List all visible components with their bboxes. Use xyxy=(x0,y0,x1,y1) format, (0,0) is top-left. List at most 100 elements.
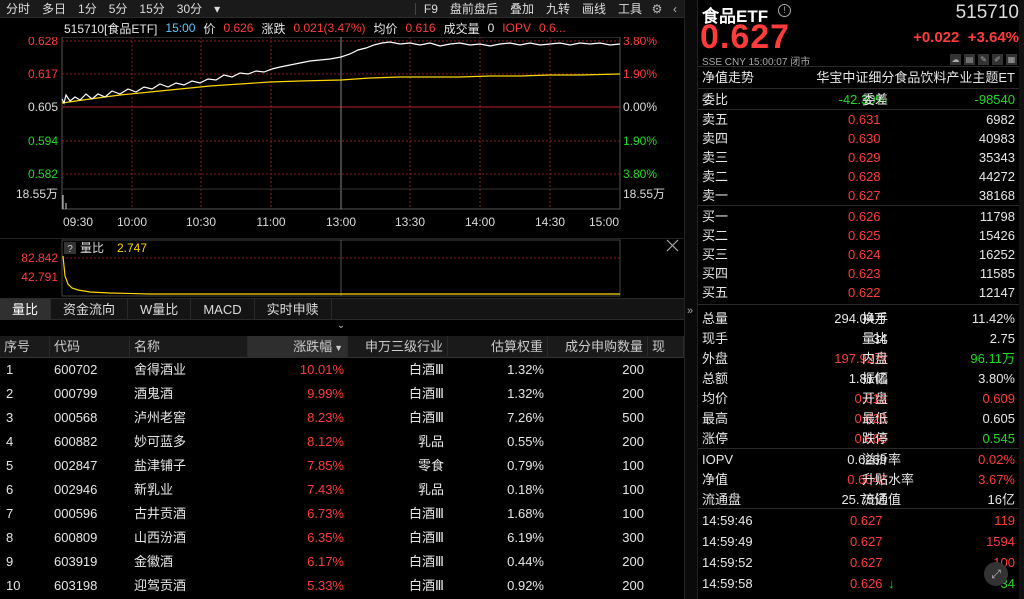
col-header-cash[interactable]: 现 xyxy=(648,336,684,358)
settings-icon[interactable]: ⚙ xyxy=(651,1,663,16)
quote-panel: 食品ETF ! 515710 0.627 +0.022 +3.64% SSE C… xyxy=(698,0,1019,599)
col-header-name[interactable]: 名称 xyxy=(130,336,248,358)
col-header-code[interactable]: 代码 xyxy=(50,336,130,358)
table-row[interactable]: 1 600702 舍得酒业 10.01% 白酒Ⅲ 1.32% 200 xyxy=(0,358,684,382)
tab-multi-day[interactable]: 多日 xyxy=(42,1,67,16)
tab-volume-ratio[interactable]: 量比 xyxy=(0,299,52,320)
tick-time: 14:59:49 xyxy=(702,534,753,549)
stat-value: 197.92万 xyxy=(834,351,887,366)
tab-macd[interactable]: MACD xyxy=(191,299,255,320)
ask-volume: 35343 xyxy=(978,150,1015,165)
stat-value: 0.666 xyxy=(854,431,887,446)
bid-price: 0.626 xyxy=(848,209,881,224)
y-right-label: 3.80% xyxy=(623,167,657,181)
help-icon[interactable] xyxy=(64,242,76,254)
tab-30min[interactable]: 30分 xyxy=(176,1,203,16)
close-icon[interactable] xyxy=(666,239,679,252)
col-header-change-pct[interactable]: 涨跌幅 ▼ xyxy=(248,336,348,358)
stat-label: 总额 xyxy=(702,371,729,386)
expand-arrows-icon[interactable]: ⤢ xyxy=(984,562,1008,586)
cell-code: 603919 xyxy=(54,554,98,569)
tab-5min[interactable]: 5分 xyxy=(108,1,128,16)
col-header-weight[interactable]: 估算权重 xyxy=(448,336,548,358)
table-row[interactable]: 7 000596 古井贡酒 6.73% 白酒Ⅲ 1.68% 100 xyxy=(0,502,684,526)
pre-post-market-button[interactable]: 盘前盘后 xyxy=(449,1,498,16)
table-header: 序号 代码 名称 涨跌幅 ▼ 申万三级行业 估算权重 成分申购数量 现 xyxy=(0,336,684,358)
cell-industry: 乳品 xyxy=(417,434,444,449)
bid-level-label: 买四 xyxy=(702,266,729,281)
divider xyxy=(698,66,1019,67)
stat-label: 最低 xyxy=(862,411,889,426)
ask-level-label: 卖四 xyxy=(702,131,729,146)
table-row[interactable]: 3 000568 泸州老窖 8.23% 白酒Ⅲ 7.26% 500 xyxy=(0,406,684,430)
tab-fund-flow[interactable]: 资金流向 xyxy=(51,299,129,320)
intraday-chart[interactable]: 0.628 0.617 0.605 0.594 0.582 18.55万 3.8… xyxy=(0,37,684,237)
x-axis-label: 10:30 xyxy=(186,215,216,229)
y-left-label: 0.582 xyxy=(28,167,58,181)
y-left-label: 0.617 xyxy=(28,67,58,81)
table-row[interactable]: 9 603919 金徽酒 6.17% 白酒Ⅲ 0.44% 200 xyxy=(0,550,684,574)
chart-icon[interactable]: ▤ xyxy=(964,54,975,65)
cell-weight: 0.79% xyxy=(507,458,544,473)
cell-index: 7 xyxy=(6,506,14,521)
panel-splitter[interactable]: » xyxy=(684,0,698,599)
tools-button[interactable]: 工具 xyxy=(617,1,642,16)
collapse-chevron-icon[interactable]: ⌄ xyxy=(336,320,346,331)
expand-icon[interactable]: » xyxy=(687,305,694,317)
tab-w-volume-ratio[interactable]: W量比 xyxy=(128,299,192,320)
grid-icon[interactable]: ▦ xyxy=(1006,54,1017,65)
volume-ratio-line xyxy=(62,255,620,295)
cell-code: 000568 xyxy=(54,410,98,425)
tick-time: 14:59:52 xyxy=(702,555,753,570)
table-row[interactable]: 2 000799 酒鬼酒 9.99% 白酒Ⅲ 1.32% 200 xyxy=(0,382,684,406)
avg-label: 均价 xyxy=(373,21,398,36)
cell-qty: 200 xyxy=(622,578,644,593)
table-row[interactable]: 6 002946 新乳业 7.43% 乳品 0.18% 100 xyxy=(0,478,684,502)
nine-turn-button[interactable]: 九转 xyxy=(545,1,570,16)
overlay-button[interactable]: 叠加 xyxy=(509,1,534,16)
tab-1min[interactable]: 1分 xyxy=(78,1,97,16)
y-left-label: 0.628 xyxy=(28,37,58,48)
cell-index: 2 xyxy=(6,386,14,401)
table-row[interactable]: 10 603198 迎驾贡酒 5.33% 白酒Ⅲ 0.92% 200 xyxy=(0,574,684,598)
tick-volume: 1594 xyxy=(986,534,1015,549)
tab-15min[interactable]: 15分 xyxy=(139,1,165,16)
col-header-qty[interactable]: 成分申购数量 xyxy=(548,336,648,358)
ask-price: 0.627 xyxy=(848,188,881,203)
stat-value: 25.75亿 xyxy=(841,492,887,507)
y-right-label: 18.55万 xyxy=(623,187,665,201)
period-dropdown-icon[interactable]: ▾ xyxy=(214,1,221,16)
cloud-icon[interactable]: ☁ xyxy=(950,54,961,65)
col-header-index[interactable]: 序号 xyxy=(0,336,50,358)
cell-change-pct: 10.01% xyxy=(299,362,344,377)
cell-index: 9 xyxy=(6,554,14,569)
tab-realtime-redemption[interactable]: 实时申赎 xyxy=(255,299,332,320)
cell-qty: 500 xyxy=(622,410,644,425)
col-header-industry[interactable]: 申万三级行业 xyxy=(348,336,448,358)
divider xyxy=(698,109,1019,110)
volume-ratio-chart[interactable]: 82.842 42.791 ? 量比 2.747 xyxy=(0,238,684,298)
cell-industry: 白酒Ⅲ xyxy=(409,362,444,377)
toolbar-divider xyxy=(414,2,416,15)
table-row[interactable]: 8 600809 山西汾酒 6.35% 白酒Ⅲ 6.19% 300 xyxy=(0,526,684,550)
info-icon[interactable]: ! xyxy=(778,4,791,17)
ask-level-label: 卖一 xyxy=(702,188,729,203)
f9-button[interactable]: F9 xyxy=(423,1,438,16)
x-axis-label: 11:00 xyxy=(256,215,285,229)
table-row[interactable]: 4 600882 妙可蓝多 8.12% 乳品 0.55% 200 xyxy=(0,430,684,454)
ask-price: 0.631 xyxy=(848,112,881,127)
tab-intraday[interactable]: 分时 xyxy=(6,1,31,16)
draw-line-button[interactable]: 画线 xyxy=(581,1,606,16)
back-icon[interactable]: ‹ xyxy=(673,1,677,16)
bid-diff-label: 委差 xyxy=(862,92,889,107)
cell-industry: 白酒Ⅲ xyxy=(409,506,444,521)
cell-change-pct: 7.85% xyxy=(307,458,344,473)
volume-ratio-value: 2.747 xyxy=(117,241,147,255)
edit-icon[interactable]: ✐ xyxy=(992,54,1003,65)
ask-level-label: 卖五 xyxy=(702,112,729,127)
right-scrollbar[interactable] xyxy=(1019,0,1024,599)
cell-weight: 0.44% xyxy=(507,554,544,569)
pen-icon[interactable]: ✎ xyxy=(978,54,989,65)
table-row[interactable]: 5 002847 盐津铺子 7.85% 零食 0.79% 100 xyxy=(0,454,684,478)
y-left-label: 0.605 xyxy=(28,100,58,114)
